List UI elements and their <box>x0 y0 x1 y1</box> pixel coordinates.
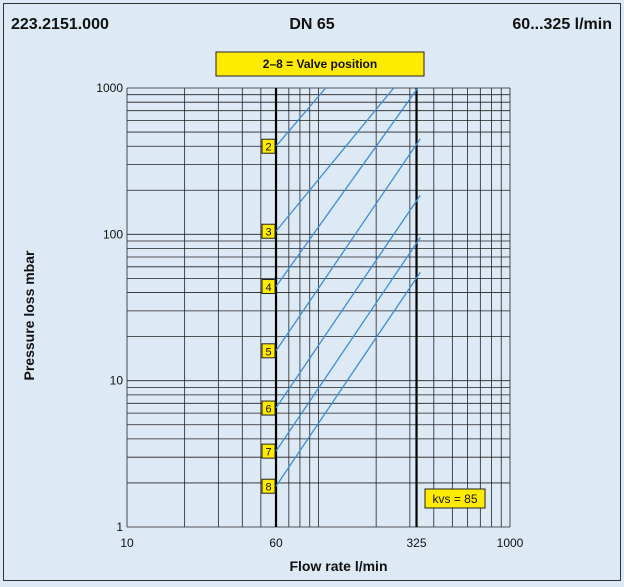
flow-range: 60...325 l/min <box>512 16 612 33</box>
x-tick-label: 10 <box>120 536 134 550</box>
nominal-diameter: DN 65 <box>289 16 335 33</box>
x-tick-label: 60 <box>269 536 283 550</box>
series-line-6 <box>275 194 421 409</box>
y-axis-title: Pressure loss mbar <box>21 250 37 381</box>
legend-box <box>215 51 425 77</box>
x-tick-label: 325 <box>407 536 427 550</box>
y-tick-label: 100 <box>103 227 123 241</box>
legend-text: 2–8 = Valve position <box>263 57 377 71</box>
y-tick-label: 1000 <box>96 81 123 95</box>
valve-position-label-5: 5 <box>265 346 271 358</box>
valve-position-box-6 <box>261 400 276 416</box>
series-line-2 <box>275 87 327 147</box>
kvs-label: kvs = 85 <box>432 492 477 506</box>
valve-position-label-3: 3 <box>265 227 271 239</box>
valve-position-box-5 <box>261 343 276 359</box>
series-line-7 <box>275 237 421 452</box>
series-line-8 <box>275 271 421 487</box>
valve-position-label-4: 4 <box>265 282 271 294</box>
series-line-3 <box>275 87 395 232</box>
grid <box>126 87 511 528</box>
valve-position-box-2 <box>261 138 276 154</box>
valve-position-box-3 <box>261 223 276 239</box>
valve-position-box-7 <box>261 443 276 459</box>
valve-position-label-7: 7 <box>265 447 271 459</box>
x-axis-title: Flow rate l/min <box>289 558 387 574</box>
x-tick-label: 1000 <box>497 536 524 550</box>
series-line-5 <box>275 138 421 352</box>
valve-position-label-8: 8 <box>265 482 271 494</box>
kvs-box <box>424 488 486 509</box>
y-tick-label: 10 <box>110 374 124 388</box>
article-number: 223.2151.000 <box>11 16 109 33</box>
valve-position-box-8 <box>261 478 276 494</box>
valve-position-label-6: 6 <box>265 404 271 416</box>
valve-position-box-4 <box>261 279 276 295</box>
series-lines <box>275 87 421 487</box>
series-line-4 <box>275 87 419 287</box>
valve-position-label-2: 2 <box>265 142 271 154</box>
y-tick-label: 1 <box>116 520 123 534</box>
chart-frame: 223.2151.000 DN 65 60...325 l/min 10 60 32… <box>3 3 621 581</box>
